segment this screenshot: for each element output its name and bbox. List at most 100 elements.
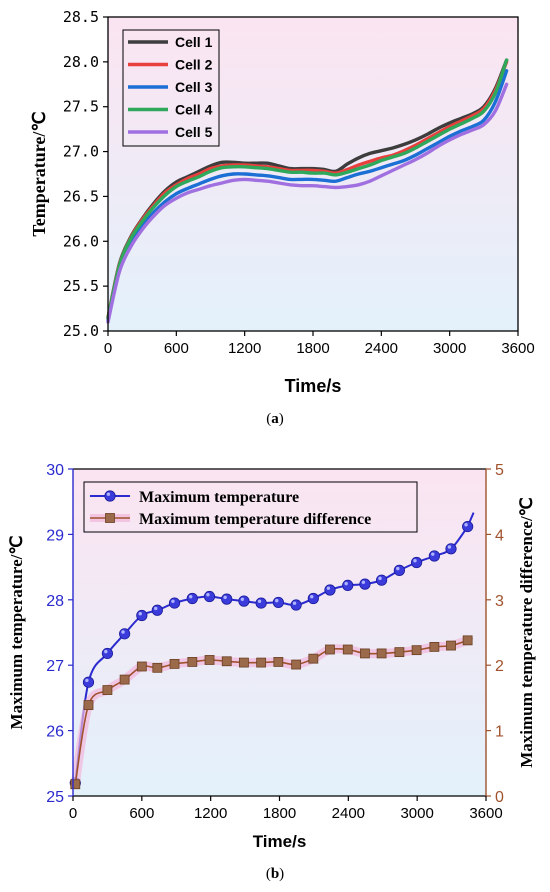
y2-tick-label-b: 3 [495,593,504,610]
y2-tick-label-b: 0 [495,789,504,806]
series-point-maximum-temperature [445,543,457,555]
series-point-maximum-temperature-difference [308,653,319,664]
y-tick-label-a: 28.5 [63,8,99,26]
x-tick-label-b: 3600 [469,805,502,822]
series-point-highlight-maximum-temperature [171,599,175,603]
y-tick-label-b: 27 [46,658,64,675]
series-point-highlight-maximum-temperature [464,523,468,527]
series-point-maximum-temperature [290,599,302,611]
x-tick-label-b: 0 [69,805,77,822]
y-tick-label-a: 25.0 [63,322,99,340]
legend-label-cell-2: Cell 2 [175,57,213,73]
y2-axis-title-b: Maximum temperature difference/℃ [517,497,536,768]
series-point-maximum-temperature [342,579,354,592]
legend-label-maximum-temperature: Maximum temperature [139,489,299,506]
series-point-maximum-temperature-difference [342,644,353,655]
y2-tick-label-b: 5 [495,462,504,479]
y-tick-label-b: 30 [46,462,64,479]
series-point-highlight-maximum-temperature [138,611,142,616]
series-point-highlight-maximum-temperature [378,576,382,581]
x-tick-label-b: 3000 [400,805,433,822]
series-line-cell-1 [106,58,509,320]
series-point-highlight-maximum-temperature [431,552,435,556]
y-tick-label-a: 26.0 [63,232,99,250]
legend-label-maximum-temperature-difference: Maximum temperature difference [139,511,371,528]
series-point-maximum-temperature [393,564,405,576]
series-line-cell-4 [106,58,509,321]
series-point-highlight-maximum-temperature [257,599,262,603]
series-point-maximum-temperature [376,574,388,586]
series-point-maximum-temperature-difference [187,657,198,667]
x-tick-label-b: 600 [129,805,154,822]
caption-b: (b) [265,866,285,882]
series-point-maximum-temperature-difference [462,635,473,646]
series-point-maximum-temperature [359,578,371,590]
series-point-maximum-temperature-difference [376,648,387,659]
series-point-maximum-temperature [324,584,336,596]
series-point-maximum-temperature-difference [152,662,163,673]
series-point-maximum-temperature [272,596,284,609]
series-point-highlight-maximum-temperature [85,678,89,683]
series-point-maximum-temperature-difference [429,641,440,652]
series-point-maximum-temperature-difference [83,700,94,710]
series-point-maximum-temperature [151,604,163,616]
x-tick-label-a: 2400 [365,340,398,357]
y-tick-label-b: 29 [46,527,64,544]
y-tick-label-a: 25.5 [63,277,99,295]
series-point-highlight-maximum-temperature [413,559,417,563]
series-point-maximum-temperature-difference [394,647,405,658]
x-tick-label-a: 3600 [501,340,534,357]
series-point-highlight-maximum-temperature [240,597,245,602]
legend-label-cell-3: Cell 3 [175,79,213,95]
legend-label-cell-5: Cell 5 [175,124,213,140]
series-line-cell-3 [106,69,509,322]
y-tick-label-a: 27.0 [63,143,99,161]
caption-a-letter: a [271,411,279,427]
series-point-highlight-maximum-temperature [310,594,314,599]
series-point-maximum-temperature-difference [221,656,232,667]
series-point-maximum-temperature-difference [204,655,215,665]
legend-label-cell-1: Cell 1 [175,34,213,50]
legend-a: Cell 1 Cell 2 Cell 3 Cell 4 Cell 5 [122,29,220,147]
x-tick-label-a: 0 [104,340,112,357]
y-tick-label-a: 28.0 [63,53,99,71]
y-tick-label-b: 26 [46,724,64,741]
series-point-maximum-temperature [101,647,114,660]
series-point-highlight-maximum-temperature [121,630,125,634]
x-tick-label-b: 1800 [263,805,296,822]
y-axis-title-b: Maximum temperature/℃ [7,536,26,730]
series-point-maximum-temperature [238,595,250,607]
series-point-maximum-temperature-difference [273,657,284,667]
y-tick-label-a: 26.5 [63,187,99,205]
series-point-highlight-maximum-temperature [223,595,227,600]
series-point-maximum-temperature-difference [119,674,130,685]
series-point-highlight-maximum-temperature [206,593,210,597]
legend-marker-maximum-temperature-difference [105,513,115,523]
x-axis-title-a: Time/s [285,376,342,396]
series-point-maximum-temperature [203,590,216,603]
series-point-highlight-maximum-temperature [275,598,279,603]
series-point-maximum-temperature [119,628,131,640]
plot-frame-a [107,16,519,332]
x-tick-label-b: 1200 [194,805,227,822]
x-tick-label-a: 3000 [433,340,466,357]
series-point-highlight-maximum-temperature [447,545,452,549]
series-point-highlight-maximum-temperature [104,649,108,654]
series-point-highlight-maximum-temperature [361,580,366,585]
series-point-maximum-temperature-difference [325,644,335,655]
series-point-maximum-temperature [186,592,198,605]
series-point-maximum-temperature-difference [169,658,180,669]
series-point-maximum-temperature-difference [446,640,456,651]
legend-box-b [83,481,418,533]
series-point-highlight-maximum-temperature [154,606,158,611]
chart-a: 25.0 25.5 26.0 26.5 27.0 27.5 28.0 28.5 0 600 1200… [29,8,535,396]
legend-marker-maximum-temperature [104,490,116,502]
series-point-maximum-temperature-difference [136,661,147,672]
series-point-highlight-maximum-temperature [344,581,348,586]
y-tick-label-b: 28 [46,593,64,610]
legend-b: Maximum temperature Maximum temperature d… [83,481,418,533]
caption-a: (a) [266,411,284,427]
series-point-maximum-temperature [221,593,233,605]
y2-tick-label-b: 1 [495,724,504,741]
